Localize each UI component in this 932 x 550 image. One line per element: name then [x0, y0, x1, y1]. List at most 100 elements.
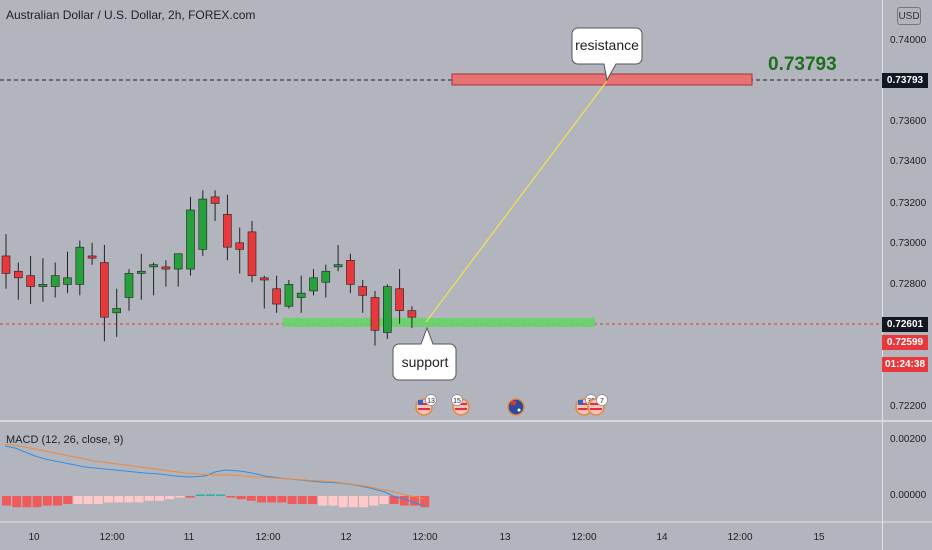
economic-event-au[interactable]: [507, 398, 525, 416]
candle: [370, 290, 380, 346]
resistance-price-badge: 0.73793: [882, 73, 928, 88]
resistance-label: resistance: [575, 37, 639, 53]
currency-button[interactable]: USD: [897, 7, 921, 25]
candle: [149, 262, 158, 296]
macd-histogram-bar: [277, 496, 287, 503]
symbol-title[interactable]: Australian Dollar / U.S. Dollar, 2h, FOR…: [6, 8, 255, 22]
candle-body-up: [63, 277, 72, 285]
candle-body-down: [407, 310, 417, 318]
event-count: 7: [600, 398, 604, 405]
macd-histogram-bar: [216, 494, 226, 496]
macd-histogram-bar: [42, 496, 52, 506]
candle-body-up: [149, 264, 158, 268]
macd-histogram-bar: [410, 496, 419, 506]
macd-title[interactable]: MACD (12, 26, close, 9): [6, 434, 123, 446]
resistance-zone[interactable]: [451, 73, 753, 86]
candle-body-down: [87, 255, 97, 259]
macd-histogram-bar: [12, 496, 22, 508]
candle-body-up: [50, 275, 60, 287]
candle-body-down: [100, 262, 109, 318]
candle-body-up: [38, 284, 48, 287]
candle-body-up: [333, 264, 343, 268]
candle-body-down: [370, 297, 380, 331]
price-tick: 0.72200: [890, 401, 927, 412]
time-label: 11: [184, 532, 195, 543]
candle-body-down: [14, 270, 23, 279]
economic-event-us[interactable]: 7: [587, 394, 608, 416]
time-label: 14: [656, 532, 668, 543]
candle-body-up: [296, 292, 306, 298]
candle-body-up: [382, 286, 392, 333]
time-label: 12:00: [99, 532, 124, 543]
candle: [284, 280, 294, 309]
projection-trend-line[interactable]: [425, 80, 608, 323]
macd-pane[interactable]: [0, 422, 882, 522]
time-label: 15: [813, 532, 825, 543]
candlestick-series: [1, 190, 417, 346]
candle: [75, 240, 85, 296]
macd-histogram-bar: [348, 496, 358, 508]
time-label: 12:00: [727, 532, 752, 543]
candle: [63, 251, 72, 294]
support-zone[interactable]: [283, 318, 595, 327]
candle: [407, 306, 417, 329]
candle-body-down: [161, 266, 171, 270]
target-price-text[interactable]: 0.73793: [768, 54, 837, 75]
price-tick: 0.74000: [890, 35, 927, 46]
macd-histogram-bar: [144, 496, 154, 501]
candle-body-down: [395, 288, 404, 311]
macd-histogram-bar: [399, 496, 409, 506]
candle: [309, 269, 318, 296]
time-label: 10: [28, 532, 40, 543]
resistance-callout[interactable]: resistance: [571, 27, 643, 82]
candle: [1, 234, 11, 289]
macd-histogram-bar: [53, 496, 62, 506]
macd-histogram-bar: [2, 496, 11, 506]
time-label: 12:00: [571, 532, 596, 543]
macd-histogram-bar: [206, 494, 215, 496]
price-tick: 0.73200: [890, 198, 927, 209]
economic-event-us[interactable]: 13: [415, 394, 437, 416]
macd-histogram-bar: [297, 496, 307, 504]
macd-signal-line: [4, 443, 426, 500]
macd-histogram-bar: [124, 496, 134, 503]
candle: [247, 220, 257, 283]
economic-event-us[interactable]: 15: [451, 394, 470, 416]
candle-body-down: [1, 255, 11, 274]
candle-body-up: [173, 253, 183, 270]
candle-body-up: [321, 270, 331, 283]
macd-histogram-bar: [155, 496, 164, 501]
candle: [259, 275, 269, 309]
macd-histogram-bar: [63, 496, 73, 504]
macd-histogram: [2, 494, 430, 508]
macd-histogram-bar: [114, 496, 124, 503]
macd-tick: 0.00200: [890, 434, 927, 445]
candle-body-down: [210, 196, 220, 204]
macd-histogram-bar: [22, 496, 32, 508]
candle: [223, 194, 232, 261]
candle: [358, 280, 368, 313]
candle: [382, 284, 392, 340]
candle-body-up: [124, 273, 134, 298]
candle: [161, 260, 171, 287]
macd-histogram-bar: [93, 496, 103, 504]
candle-body-up: [75, 246, 85, 285]
candle: [124, 269, 134, 311]
candle: [112, 288, 121, 337]
candle-body-down: [247, 231, 257, 276]
time-label: 12:00: [255, 532, 280, 543]
macd-histogram-bar: [308, 496, 317, 504]
event-count: 13: [427, 398, 435, 405]
candle-body-up: [284, 284, 294, 307]
candle-body-up: [186, 209, 195, 270]
price-tick: 0.73000: [890, 238, 927, 249]
candle-body-down: [346, 260, 355, 285]
macd-histogram-bar: [420, 496, 430, 508]
support-callout[interactable]: support: [392, 326, 457, 381]
candle-body-down: [358, 286, 368, 296]
candle: [14, 262, 23, 300]
candle: [198, 190, 208, 256]
macd-histogram-bar: [104, 496, 113, 503]
candle: [87, 242, 97, 265]
